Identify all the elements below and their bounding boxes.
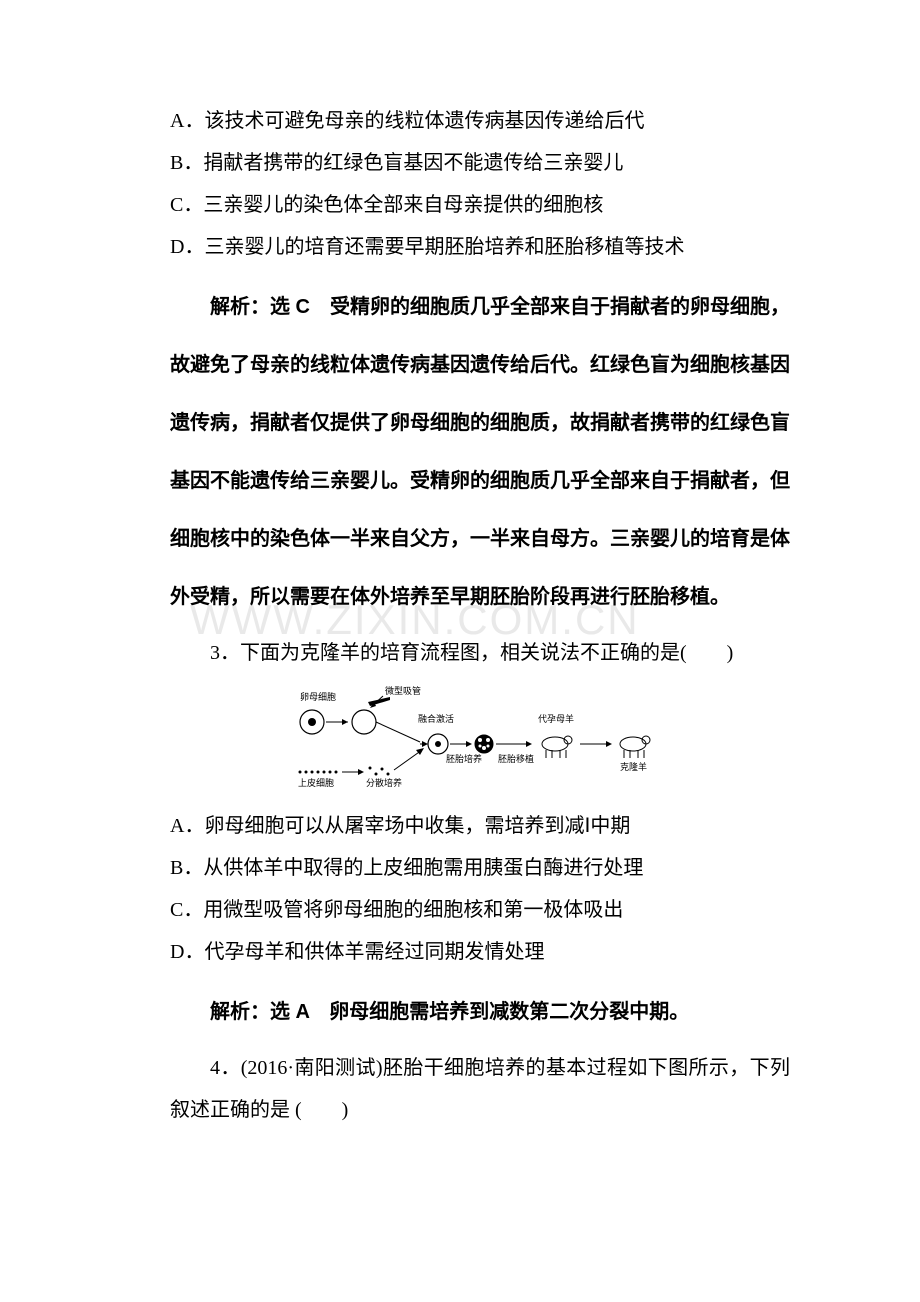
q3-option-c: C．用微型吸管将卵母细胞的细胞核和第一极体吸出 bbox=[170, 889, 790, 931]
q2-explanation: 解析：选 C 受精卵的细胞质几乎全部来自于捐献者的卵母细胞，故避免了母亲的线粒体… bbox=[170, 278, 790, 626]
q2-option-b: B．捐献者携带的红绿色盲基因不能遗传给三亲婴儿 bbox=[170, 142, 790, 184]
fig-label-pipette: 微型吸管 bbox=[385, 685, 421, 696]
fig-label-transfer: 胚胎移植 bbox=[498, 753, 534, 764]
fig-label-egg: 卵母细胞 bbox=[300, 691, 336, 702]
fig-label-culture: 胚胎培养 bbox=[446, 753, 482, 764]
q3-option-d: D．代孕母羊和供体羊需经过同期发情处理 bbox=[170, 931, 790, 973]
fig-label-surrogate: 代孕母羊 bbox=[538, 713, 574, 724]
fig-label-clone: 克隆羊 bbox=[620, 761, 647, 772]
q3-figure: 卵母细胞 微型吸管 融合激活 bbox=[170, 682, 790, 797]
q3-explanation: 解析：选 A 卵母细胞需培养到减数第二次分裂中期。 bbox=[170, 983, 790, 1041]
q2-option-a: A．该技术可避免母亲的线粒体遗传病基因传递给后代 bbox=[170, 100, 790, 142]
q2-option-d: D．三亲婴儿的培育还需要早期胚胎培养和胚胎移植等技术 bbox=[170, 226, 790, 268]
q3-option-b: B．从供体羊中取得的上皮细胞需用胰蛋白酶进行处理 bbox=[170, 847, 790, 889]
fig-label-epith: 上皮细胞 bbox=[298, 777, 334, 788]
q2-option-c: C．三亲婴儿的染色体全部来自母亲提供的细胞核 bbox=[170, 184, 790, 226]
q3-option-a: A．卵母细胞可以从屠宰场中收集，需培养到减Ⅰ中期 bbox=[170, 805, 790, 847]
fig-label-disperse: 分散培养 bbox=[366, 777, 402, 788]
fig-label-fuse: 融合激活 bbox=[418, 713, 454, 724]
q4-stem: 4．(2016·南阳测试)胚胎干细胞培养的基本过程如下图所示，下列叙述正确的是 … bbox=[170, 1047, 790, 1131]
document-content: A．该技术可避免母亲的线粒体遗传病基因传递给后代 B．捐献者携带的红绿色盲基因不… bbox=[170, 100, 790, 1131]
q3-stem: 3．下面为克隆羊的培育流程图，相关说法不正确的是( ) bbox=[170, 632, 790, 674]
